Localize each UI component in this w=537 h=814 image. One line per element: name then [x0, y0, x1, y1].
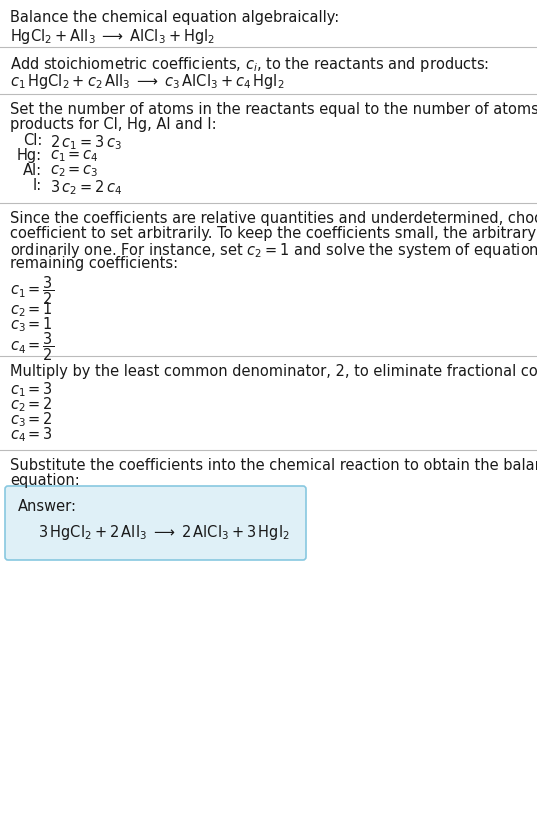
Text: Substitute the coefficients into the chemical reaction to obtain the balanced: Substitute the coefficients into the che…	[10, 458, 537, 473]
Text: Cl:: Cl:	[23, 133, 42, 148]
Text: products for Cl, Hg, Al and I:: products for Cl, Hg, Al and I:	[10, 117, 216, 132]
Text: Balance the chemical equation algebraically:: Balance the chemical equation algebraica…	[10, 10, 339, 25]
Text: Hg:: Hg:	[17, 148, 42, 163]
Text: $c_2 = 2$: $c_2 = 2$	[10, 395, 53, 414]
Text: $c_1 = 3$: $c_1 = 3$	[10, 380, 53, 399]
Text: I:: I:	[33, 178, 42, 193]
Text: $2\,c_1 = 3\,c_3$: $2\,c_1 = 3\,c_3$	[50, 133, 122, 151]
Text: $3\,c_2 = 2\,c_4$: $3\,c_2 = 2\,c_4$	[50, 178, 122, 197]
Text: $c_1 = c_4$: $c_1 = c_4$	[50, 148, 99, 164]
Text: $c_4 = 3$: $c_4 = 3$	[10, 425, 53, 444]
Text: remaining coefficients:: remaining coefficients:	[10, 256, 178, 271]
Text: equation:: equation:	[10, 473, 80, 488]
Text: Since the coefficients are relative quantities and underdetermined, choose a: Since the coefficients are relative quan…	[10, 211, 537, 226]
Text: $\mathrm{HgCl_2 + AlI_3 \;\longrightarrow\; AlCl_3 + HgI_2}$: $\mathrm{HgCl_2 + AlI_3 \;\longrightarro…	[10, 27, 215, 46]
FancyBboxPatch shape	[5, 486, 306, 560]
Text: $3\,\mathrm{HgCl_2} + 2\,\mathrm{AlI_3} \;\longrightarrow\; 2\,\mathrm{AlCl_3} +: $3\,\mathrm{HgCl_2} + 2\,\mathrm{AlI_3} …	[38, 523, 290, 542]
Text: $c_4 = \dfrac{3}{2}$: $c_4 = \dfrac{3}{2}$	[10, 330, 54, 362]
Text: ordinarily one. For instance, set $c_2 = 1$ and solve the system of equations fo: ordinarily one. For instance, set $c_2 =…	[10, 241, 537, 260]
Text: Multiply by the least common denominator, 2, to eliminate fractional coefficient: Multiply by the least common denominator…	[10, 364, 537, 379]
Text: $c_2 = c_3$: $c_2 = c_3$	[50, 163, 99, 179]
Text: $c_1 = \dfrac{3}{2}$: $c_1 = \dfrac{3}{2}$	[10, 274, 54, 307]
Text: $c_3 = 1$: $c_3 = 1$	[10, 315, 53, 334]
Text: Al:: Al:	[23, 163, 42, 178]
Text: $c_2 = 1$: $c_2 = 1$	[10, 300, 53, 319]
Text: Set the number of atoms in the reactants equal to the number of atoms in the: Set the number of atoms in the reactants…	[10, 102, 537, 117]
Text: Add stoichiometric coefficients, $c_i$, to the reactants and products:: Add stoichiometric coefficients, $c_i$, …	[10, 55, 489, 74]
Text: Answer:: Answer:	[18, 499, 77, 514]
Text: $c_3 = 2$: $c_3 = 2$	[10, 410, 53, 429]
Text: coefficient to set arbitrarily. To keep the coefficients small, the arbitrary va: coefficient to set arbitrarily. To keep …	[10, 226, 537, 241]
Text: $c_1\,\mathrm{HgCl_2} + c_2\,\mathrm{AlI_3} \;\longrightarrow\; c_3\,\mathrm{AlC: $c_1\,\mathrm{HgCl_2} + c_2\,\mathrm{AlI…	[10, 72, 285, 91]
